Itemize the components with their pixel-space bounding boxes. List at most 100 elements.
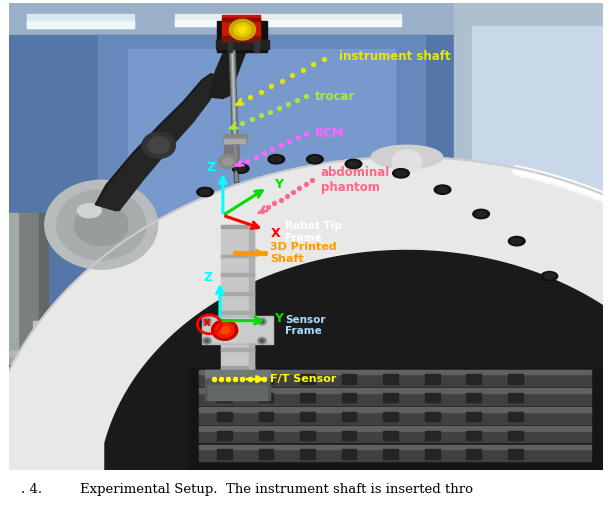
Bar [9, 35, 454, 470]
Bar [221, 273, 254, 276]
Bar [228, 40, 233, 52]
Text: Z: Z [206, 161, 215, 174]
Ellipse shape [509, 236, 525, 246]
Bar [205, 370, 271, 377]
Bar [221, 225, 254, 370]
Text: Sensor
Frame: Sensor Frame [285, 315, 326, 336]
Bar [9, 402, 176, 405]
Bar [199, 389, 591, 393]
Bar [9, 383, 176, 386]
Bar [508, 393, 523, 402]
Bar [204, 318, 272, 342]
Bar [425, 431, 439, 440]
Polygon shape [95, 74, 215, 211]
Bar [222, 15, 260, 41]
Bar [300, 412, 315, 421]
Bar [341, 449, 356, 458]
Circle shape [212, 320, 237, 340]
Text: trocar: trocar [315, 89, 356, 103]
Bar [508, 449, 523, 458]
Bar [33, 344, 163, 348]
Ellipse shape [473, 209, 490, 218]
Ellipse shape [268, 155, 285, 164]
Bar [300, 393, 315, 402]
Bar [217, 412, 232, 421]
Text: Y: Y [274, 312, 283, 325]
Bar [199, 389, 591, 405]
Bar [9, 407, 176, 412]
Bar [341, 412, 356, 421]
Bar [383, 449, 398, 458]
Text: X: X [271, 227, 280, 240]
Bar [466, 431, 481, 440]
Bar [217, 374, 232, 384]
Bar [223, 135, 247, 143]
Bar [224, 145, 239, 159]
Bar [221, 225, 254, 229]
Circle shape [223, 158, 233, 166]
Ellipse shape [512, 238, 522, 244]
Bar [9, 365, 176, 368]
Circle shape [205, 320, 209, 323]
Ellipse shape [541, 271, 558, 281]
Bar [9, 389, 176, 393]
Bar [217, 431, 232, 440]
Bar [472, 26, 603, 260]
Bar [9, 421, 176, 424]
Bar [221, 348, 254, 351]
Bar [217, 21, 267, 52]
Circle shape [258, 318, 266, 325]
Bar [508, 431, 523, 440]
Circle shape [218, 155, 237, 169]
Bar [300, 449, 315, 458]
Ellipse shape [345, 159, 362, 169]
Bar [383, 431, 398, 440]
Bar [9, 389, 176, 405]
Bar [221, 292, 254, 295]
Bar [383, 393, 398, 402]
Bar [383, 412, 398, 421]
Circle shape [215, 322, 234, 338]
Bar [205, 370, 271, 400]
Bar [221, 329, 254, 333]
Bar [9, 351, 176, 368]
Bar [466, 449, 481, 458]
Bar [341, 393, 356, 402]
Bar [9, 3, 603, 35]
Bar [199, 426, 591, 442]
Polygon shape [105, 250, 612, 493]
Bar [9, 351, 176, 356]
Bar [466, 374, 481, 384]
Bar [217, 393, 232, 402]
Bar [9, 213, 18, 447]
Circle shape [234, 23, 251, 36]
Ellipse shape [307, 155, 323, 164]
Text: Experimental Setup.  The instrument shaft is inserted thro: Experimental Setup. The instrument shaft… [80, 483, 472, 495]
Ellipse shape [476, 211, 487, 217]
Bar [9, 370, 176, 375]
Text: 3D Printed
Shaft: 3D Printed Shaft [271, 242, 337, 264]
Bar [222, 36, 260, 41]
Bar [425, 374, 439, 384]
Bar [27, 14, 134, 28]
Bar [249, 225, 254, 370]
Bar [221, 311, 254, 314]
Circle shape [142, 132, 176, 158]
Bar [258, 431, 274, 440]
Ellipse shape [348, 161, 359, 167]
Bar [300, 431, 315, 440]
Bar [199, 407, 591, 424]
Text: Y: Y [274, 178, 283, 192]
Bar [208, 385, 267, 400]
Circle shape [75, 204, 128, 246]
Ellipse shape [197, 187, 214, 197]
Bar [9, 370, 176, 386]
Bar [9, 440, 176, 442]
Bar [341, 431, 356, 440]
Bar [199, 370, 591, 374]
Bar [224, 139, 245, 143]
Bar [98, 35, 425, 306]
Bar [33, 321, 163, 348]
Bar [221, 366, 254, 370]
Bar [187, 368, 603, 470]
